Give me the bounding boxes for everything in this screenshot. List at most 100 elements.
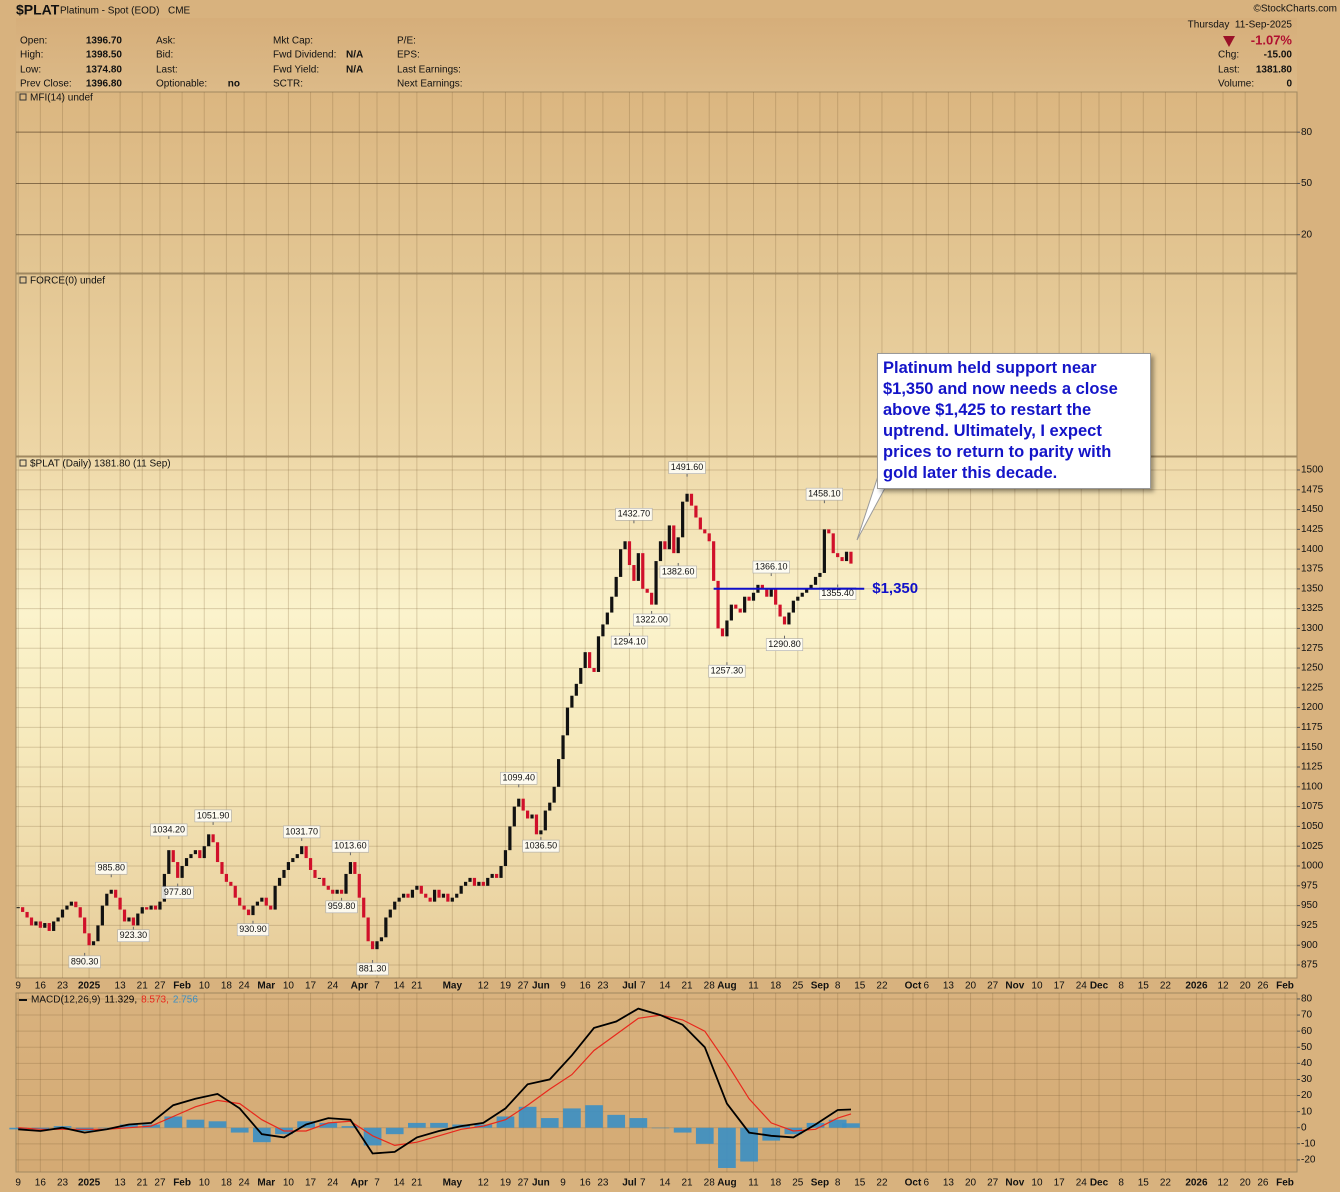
candle: [800, 592, 804, 597]
macd-tick-label: -20: [1301, 1155, 1316, 1166]
x-tick-label: 2025: [78, 1178, 101, 1189]
annotation-label: 1257.30: [711, 666, 744, 676]
candle: [91, 941, 96, 946]
price-tick-label: 1175: [1301, 722, 1323, 733]
candle: [317, 877, 322, 879]
x-tick-label: 21: [137, 1178, 149, 1189]
candle: [517, 798, 521, 807]
support-label: $1,350: [872, 580, 918, 597]
candle: [490, 873, 494, 878]
histogram-bar: [651, 1127, 670, 1129]
candle: [202, 846, 206, 859]
candle: [87, 933, 91, 946]
down-arrow: [1223, 36, 1235, 47]
x-tick-label: 13: [943, 981, 955, 992]
annotation-label: 1099.40: [502, 773, 535, 783]
candle: [339, 889, 344, 894]
candle: [74, 901, 78, 908]
x-tick-label: 7: [374, 981, 380, 992]
x-tick-label: 18: [221, 981, 233, 992]
x-tick-label: 13: [115, 981, 127, 992]
candle: [69, 901, 73, 906]
price-tick-label: 925: [1301, 920, 1318, 931]
x-tick-label: 12: [478, 981, 490, 992]
x-tick-label: Oct: [905, 981, 922, 992]
macd-tick-label: 30: [1301, 1074, 1313, 1085]
candle: [264, 897, 268, 906]
price-tick-label: 1000: [1301, 861, 1324, 872]
quote-label: Low:: [20, 65, 41, 76]
x-tick-label: 27: [987, 981, 999, 992]
candle: [251, 905, 255, 916]
candle: [486, 877, 490, 886]
x-tick-label: 19: [500, 1178, 512, 1189]
candle: [406, 893, 410, 898]
quote-label: Bid:: [156, 50, 173, 61]
price-tick-label: 875: [1301, 960, 1318, 971]
candle: [836, 553, 840, 558]
candle: [300, 846, 304, 855]
candle: [782, 616, 787, 625]
candle: [703, 529, 707, 534]
candle: [774, 588, 778, 605]
candle: [131, 917, 135, 926]
candle: [596, 636, 601, 672]
quote-label: Mkt Cap:: [273, 36, 313, 47]
symbol: $PLAT: [16, 2, 60, 18]
x-tick-label: 9: [15, 1178, 21, 1189]
annotation-label: 1013.60: [334, 841, 367, 851]
candle: [335, 889, 339, 894]
histogram-bar: [97, 1127, 116, 1129]
callout: Platinum held support near $1,350 and no…: [877, 353, 1151, 489]
candle: [362, 897, 366, 918]
candle: [765, 588, 769, 597]
candle: [654, 561, 658, 605]
quote-value: 1396.70: [86, 36, 123, 47]
annotation-label: 1031.70: [285, 826, 318, 836]
x-tick-label: Dec: [1090, 1178, 1109, 1189]
histogram-bar: [496, 1116, 515, 1128]
candle: [25, 911, 29, 918]
mfi-tick-label: 20: [1301, 229, 1313, 240]
candle: [574, 683, 578, 696]
candle: [295, 854, 299, 859]
candle: [34, 921, 38, 926]
panel-icon: [19, 276, 27, 284]
candle: [211, 834, 215, 843]
candle: [189, 854, 193, 859]
candle: [384, 917, 388, 938]
candle: [291, 858, 295, 863]
x-tick-label: 13: [115, 1178, 127, 1189]
x-tick-label: Oct: [905, 1178, 922, 1189]
quote-label: Open:: [20, 36, 47, 47]
candle: [827, 529, 831, 534]
quote-value: 1374.80: [86, 65, 123, 76]
x-tick-label: 23: [597, 1178, 609, 1189]
candle: [645, 588, 649, 593]
x-tick-label: 16: [35, 1178, 47, 1189]
x-tick-label: Nov: [1005, 981, 1024, 992]
summary-value: 1381.80: [1256, 65, 1293, 76]
annotation-label: 1034.20: [153, 824, 186, 834]
candle: [791, 600, 795, 613]
candle: [437, 889, 441, 898]
x-tick-label: 25: [792, 1178, 804, 1189]
candle: [21, 907, 25, 912]
mfi-tick-label: 50: [1301, 178, 1313, 189]
x-tick-label: 12: [1217, 981, 1229, 992]
price-tick-label: 1100: [1301, 781, 1323, 792]
histogram-bar: [718, 1127, 736, 1168]
x-tick-label: 18: [770, 981, 782, 992]
candle: [818, 572, 822, 577]
histogram-bar: [695, 1127, 714, 1144]
candle: [167, 850, 171, 874]
x-tick-label: May: [443, 981, 463, 992]
force-label: FORCE(0) undef: [30, 276, 105, 287]
x-tick-label: 23: [597, 981, 609, 992]
x-tick-label: 21: [411, 981, 423, 992]
x-tick-label: 8: [835, 1178, 841, 1189]
x-tick-label: 17: [1054, 981, 1066, 992]
candle: [428, 897, 432, 902]
x-tick-label: 2025: [78, 981, 101, 992]
macd-value-label: 2.756: [173, 995, 198, 1006]
